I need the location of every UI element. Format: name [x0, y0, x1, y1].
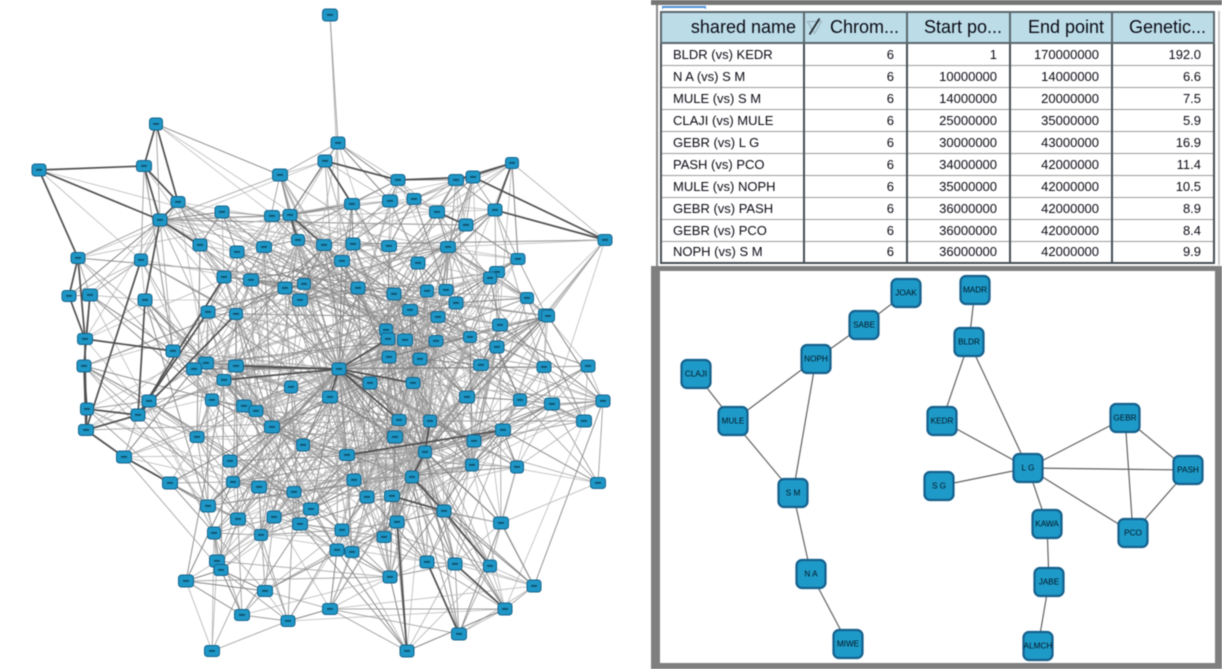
- svg-text:KEDR: KEDR: [931, 417, 954, 426]
- svg-text:GEBR: GEBR: [1113, 414, 1136, 423]
- svg-text:ALMCH: ALMCH: [1024, 642, 1053, 651]
- svg-text:PASH: PASH: [1177, 466, 1199, 475]
- svg-text:S G: S G: [932, 482, 946, 491]
- svg-text:CLAJI: CLAJI: [685, 370, 707, 379]
- svg-text:BLDR: BLDR: [958, 338, 980, 347]
- svg-text:S M: S M: [786, 489, 801, 498]
- svg-text:KAWA: KAWA: [1035, 520, 1059, 529]
- svg-text:JOAK: JOAK: [895, 289, 917, 298]
- svg-text:PCO: PCO: [1124, 529, 1142, 538]
- svg-text:N A: N A: [804, 570, 818, 579]
- svg-text:MADR: MADR: [963, 286, 987, 295]
- svg-text:JABE: JABE: [1039, 578, 1060, 587]
- svg-text:L G: L G: [1022, 464, 1035, 473]
- svg-text:MULE: MULE: [722, 417, 745, 426]
- svg-text:NOPH: NOPH: [804, 355, 828, 364]
- svg-text:MIWE: MIWE: [837, 640, 860, 649]
- svg-text:SABE: SABE: [853, 321, 875, 330]
